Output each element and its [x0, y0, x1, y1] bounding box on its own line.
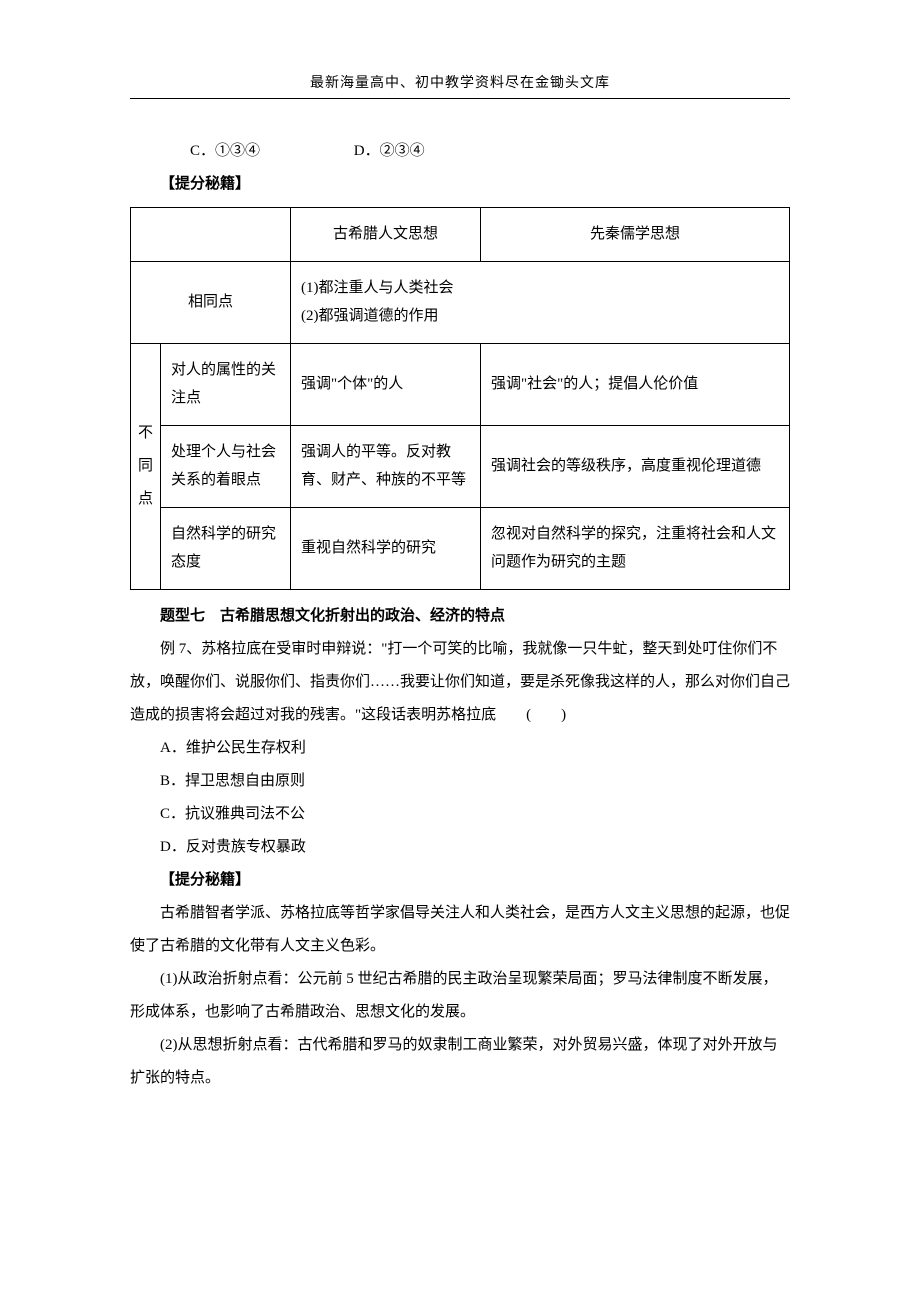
option-d: D．反对贵族专权暴政	[130, 831, 790, 864]
aspect-cell: 对人的属性的关注点	[161, 343, 291, 425]
same-content: (1)都注重人与人类社会 (2)都强调道德的作用	[291, 261, 790, 343]
col-header-qin: 先秦儒学思想	[481, 208, 790, 262]
comparison-table: 古希腊人文思想 先秦儒学思想 相同点 (1)都注重人与人类社会 (2)都强调道德…	[130, 207, 790, 590]
options-c-d: C．①③④ D．②③④	[130, 135, 790, 168]
table-row: 自然科学的研究态度 重视自然科学的研究 忽视对自然科学的探究，注重将社会和人文问…	[131, 507, 790, 589]
option-c: C．抗议雅典司法不公	[130, 798, 790, 831]
paragraph-1: 古希腊智者学派、苏格拉底等哲学家倡导关注人和人类社会，是西方人文主义思想的起源，…	[130, 897, 790, 963]
table-row: 处理个人与社会关系的着眼点 强调人的平等。反对教育、财产、种族的不平等 强调社会…	[131, 425, 790, 507]
tips-label-2: 【提分秘籍】	[130, 864, 790, 897]
table-row: 相同点 (1)都注重人与人类社会 (2)都强调道德的作用	[131, 261, 790, 343]
same-label: 相同点	[131, 261, 291, 343]
paragraph-2: (1)从政治折射点看：公元前 5 世纪古希腊的民主政治呈现繁荣局面；罗马法律制度…	[130, 963, 790, 1029]
option-b: B．捍卫思想自由原则	[130, 765, 790, 798]
option-d: D．②③④	[324, 135, 425, 168]
header-rule	[130, 98, 790, 99]
question-7-title: 题型七 古希腊思想文化折射出的政治、经济的特点	[130, 600, 790, 633]
aspect-cell: 处理个人与社会关系的着眼点	[161, 425, 291, 507]
blank-cell	[131, 208, 291, 262]
question-7-stem: 例 7、苏格拉底在受审时申辩说："打一个可笑的比喻，我就像一只牛虻，整天到处叮住…	[130, 633, 790, 732]
document-page: 最新海量高中、初中教学资料尽在金锄头文库 C．①③④ D．②③④ 【提分秘籍】 …	[0, 0, 920, 1155]
greek-cell: 强调"个体"的人	[291, 343, 481, 425]
tips-label-1: 【提分秘籍】	[130, 168, 790, 201]
table-row: 不同点 对人的属性的关注点 强调"个体"的人 强调"社会"的人；提倡人伦价值	[131, 343, 790, 425]
option-a: A．维护公民生存权利	[130, 732, 790, 765]
qin-cell: 忽视对自然科学的探究，注重将社会和人文问题作为研究的主题	[481, 507, 790, 589]
aspect-cell: 自然科学的研究态度	[161, 507, 291, 589]
paragraph-3: (2)从思想折射点看：古代希腊和罗马的奴隶制工商业繁荣，对外贸易兴盛，体现了对外…	[130, 1029, 790, 1095]
greek-cell: 强调人的平等。反对教育、财产、种族的不平等	[291, 425, 481, 507]
qin-cell: 强调"社会"的人；提倡人伦价值	[481, 343, 790, 425]
page-header: 最新海量高中、初中教学资料尽在金锄头文库	[130, 72, 790, 92]
table-row: 古希腊人文思想 先秦儒学思想	[131, 208, 790, 262]
greek-cell: 重视自然科学的研究	[291, 507, 481, 589]
qin-cell: 强调社会的等级秩序，高度重视伦理道德	[481, 425, 790, 507]
col-header-greek: 古希腊人文思想	[291, 208, 481, 262]
diff-label: 不同点	[131, 343, 161, 589]
option-c: C．①③④	[160, 135, 260, 168]
